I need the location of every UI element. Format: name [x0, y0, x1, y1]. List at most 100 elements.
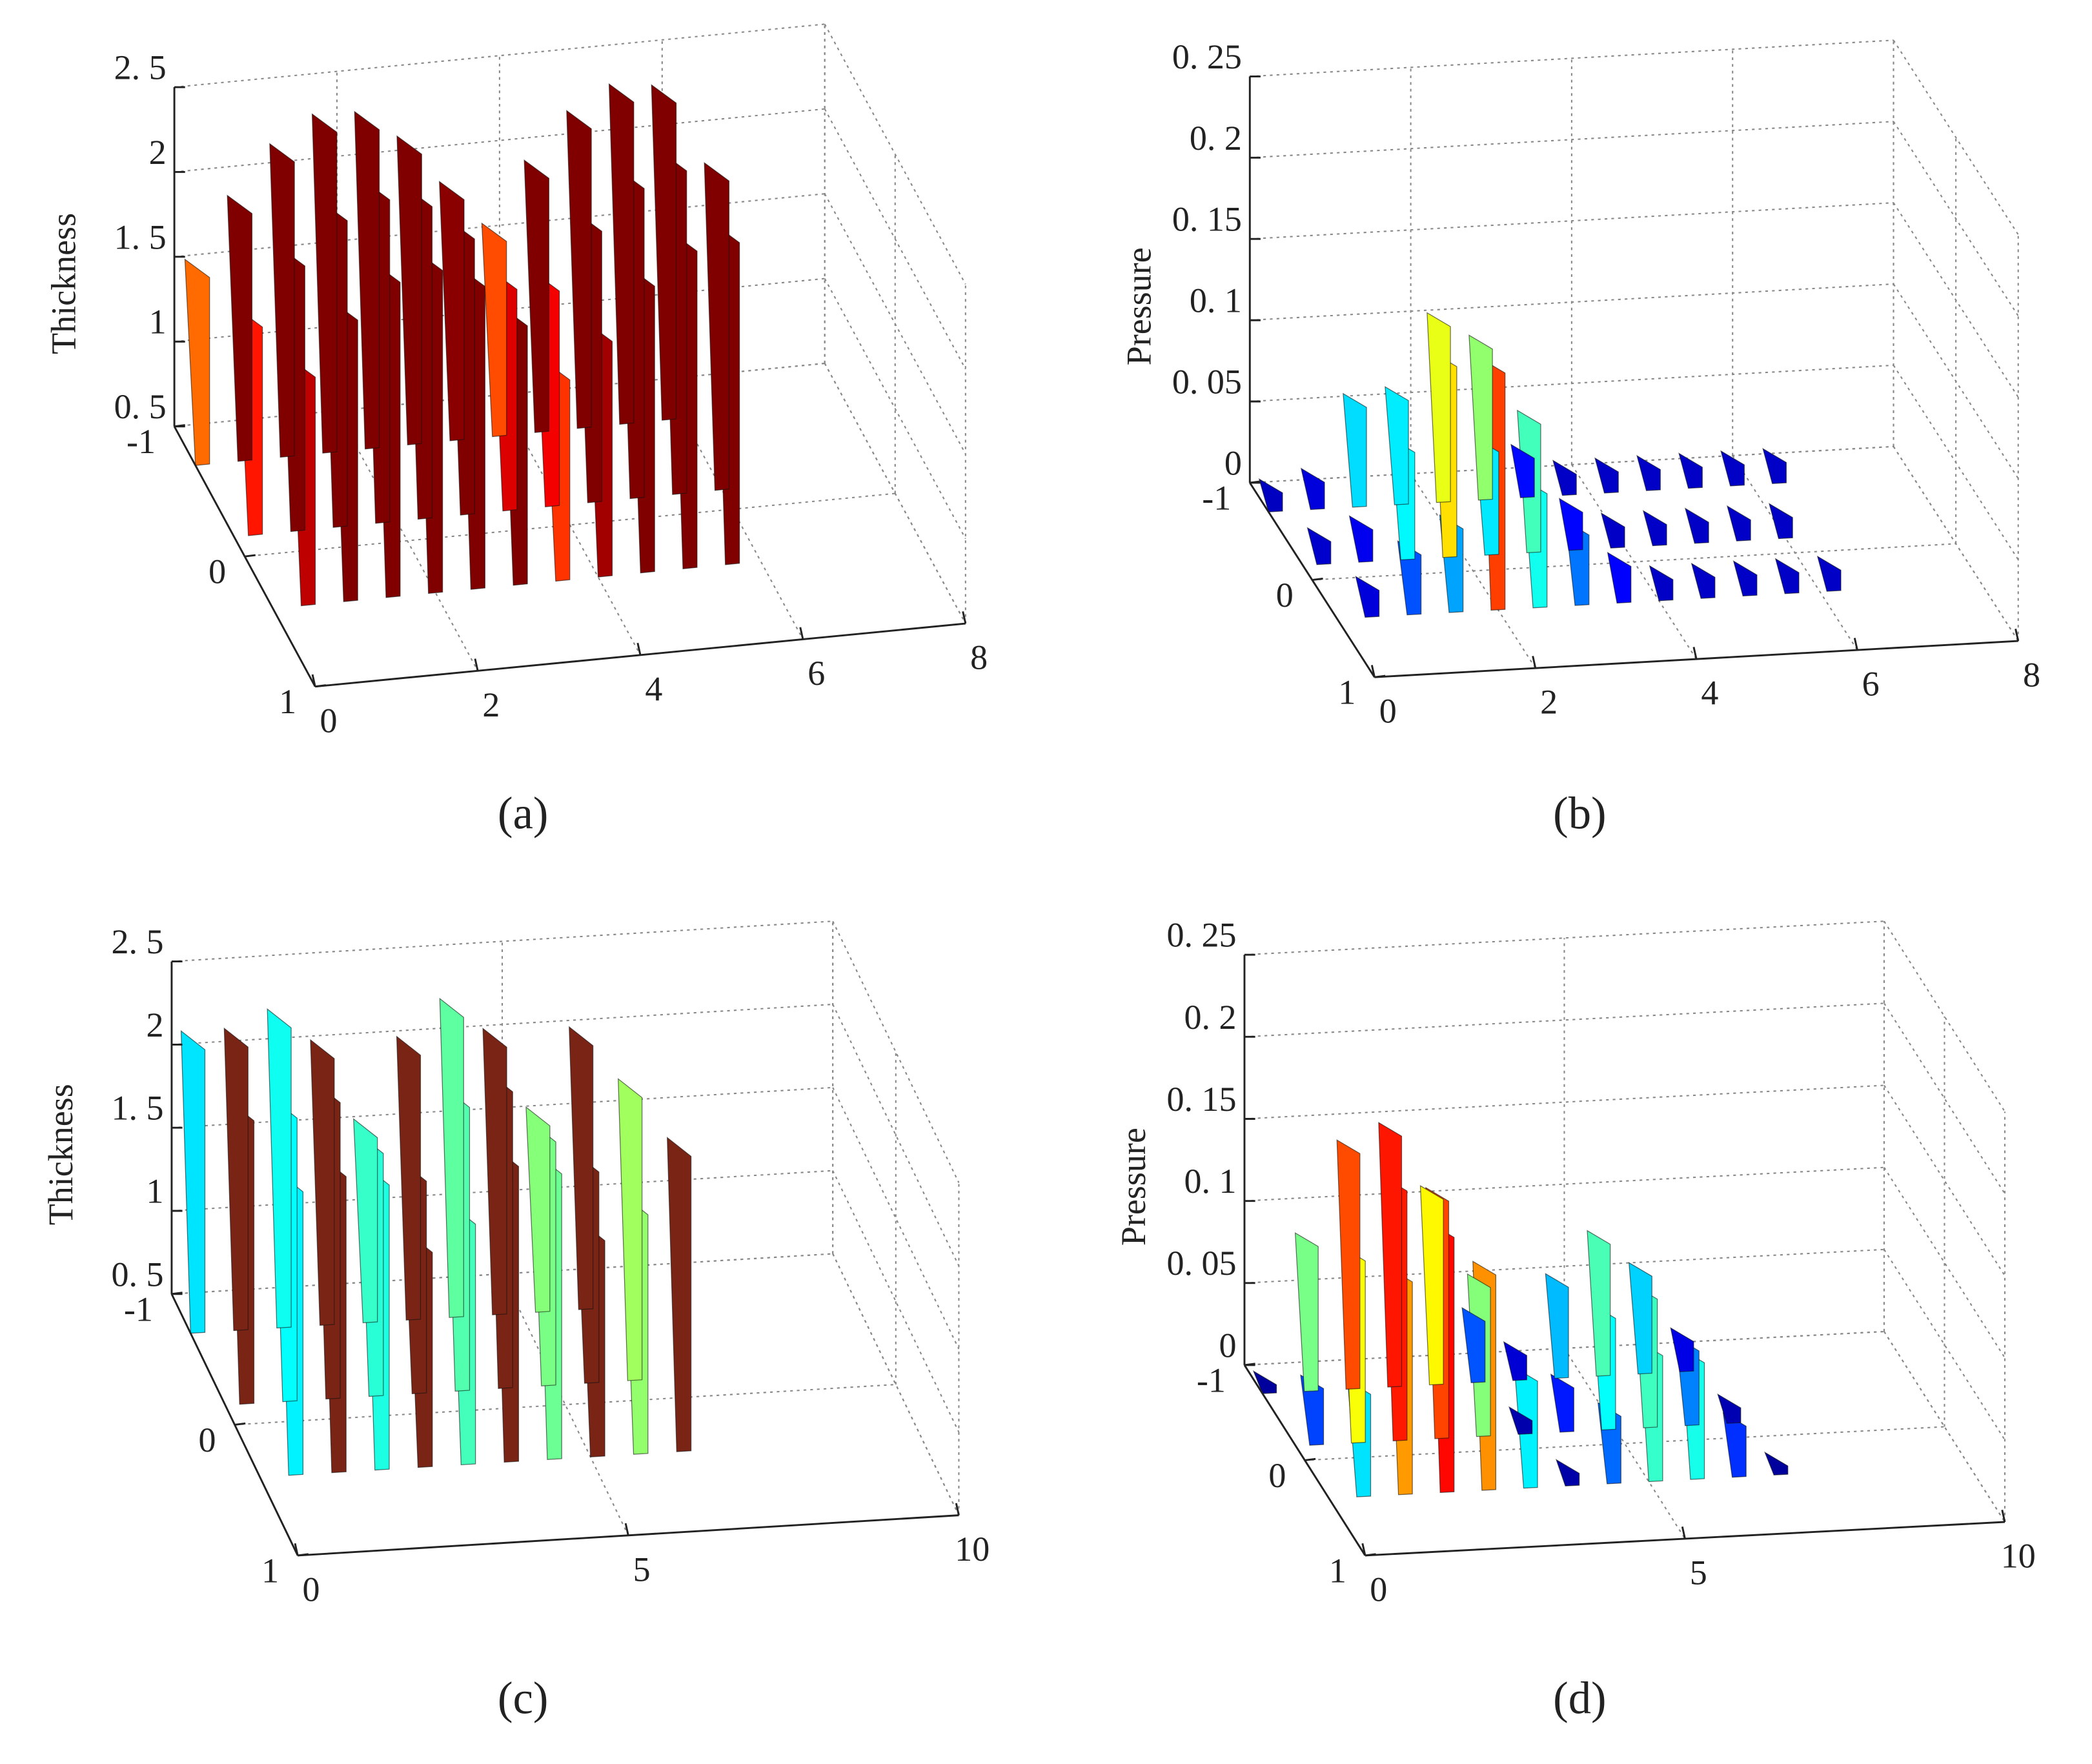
surface-strip	[1607, 551, 1632, 604]
grid-line	[1893, 202, 2019, 398]
tick-mark	[1370, 665, 1376, 678]
surface-strip	[180, 1029, 206, 1334]
x-tick-label: 2	[482, 685, 500, 724]
x-tick-label: 2	[1540, 683, 1558, 722]
x-tick-label: 10	[2001, 1537, 2036, 1576]
grid-line	[832, 1170, 960, 1433]
tick-mark	[1681, 1526, 1686, 1539]
y-tick-label: -1	[124, 1290, 153, 1328]
grid-line	[171, 920, 833, 962]
grid-line	[824, 108, 966, 370]
tick-mark	[2015, 629, 2020, 642]
surface-strip	[1510, 443, 1535, 498]
x-tick-label: 8	[2023, 656, 2040, 694]
surface-strip	[223, 1027, 249, 1332]
surface-strip	[1545, 1273, 1569, 1379]
x-tick-label: 10	[955, 1530, 990, 1568]
surface-strip	[1355, 576, 1380, 618]
surface-strip	[353, 1118, 378, 1323]
surface-strip	[1552, 460, 1577, 496]
grid-line	[1884, 1002, 2006, 1194]
grid-line	[1893, 283, 2019, 479]
tick-mark	[294, 1543, 299, 1556]
surface-strip	[1258, 478, 1283, 512]
z-tick-label: 0. 5	[114, 387, 167, 426]
x-tick-label: 4	[1701, 674, 1718, 713]
surface-strip	[667, 1137, 692, 1452]
surface-strip	[1642, 510, 1667, 547]
surface-strip	[1252, 1370, 1277, 1394]
surface-strip	[569, 1026, 594, 1310]
grid-line	[1893, 446, 2019, 642]
panel: 00. 050. 10. 150. 20. 25-101 0 5 10Pressure…	[1114, 916, 2036, 1724]
z-axis-label: Thickness	[41, 1084, 80, 1225]
z-tick-label: 1. 5	[114, 218, 167, 256]
surface-strip	[1722, 1412, 1747, 1478]
surface-strip	[651, 84, 677, 421]
tick-mark	[1853, 638, 1858, 651]
surface-strip	[1768, 503, 1793, 540]
z-tick-label: 2	[146, 1006, 163, 1044]
grid-line	[832, 1253, 960, 1516]
y-tick-label: 0	[1276, 576, 1294, 614]
surface-strip	[1558, 498, 1583, 551]
tick-mark	[624, 1523, 629, 1536]
surface-strip	[482, 1028, 507, 1315]
tick-mark	[1244, 1363, 1255, 1366]
grid-line	[1884, 920, 2006, 1112]
surface-strip	[1508, 1406, 1533, 1435]
surface-strip	[1763, 1451, 1789, 1475]
grid-line	[832, 1004, 960, 1266]
surface-strip	[396, 1035, 421, 1321]
tick-mark	[171, 1292, 183, 1295]
y-tick-label: -1	[1197, 1361, 1226, 1399]
x-tick-label: 5	[633, 1550, 651, 1588]
z-axis-label: Pressure	[1119, 247, 1158, 365]
y-tick-label: 0	[1268, 1456, 1286, 1495]
grid-line	[1893, 121, 2019, 317]
z-tick-label: 0. 25	[1172, 37, 1242, 76]
surface-strip	[1678, 452, 1703, 489]
z-tick-label: 0. 05	[1172, 362, 1242, 401]
x-tick-label: 8	[970, 638, 988, 677]
surface-strip	[439, 997, 464, 1318]
tick-mark	[2001, 1509, 2006, 1523]
z-tick-label: 0. 5	[111, 1255, 163, 1293]
panel-caption: (c)	[498, 1674, 548, 1724]
grid-line	[824, 278, 966, 540]
z-tick-label: 0. 05	[1167, 1244, 1237, 1282]
tick-mark	[1532, 656, 1537, 669]
surface-strip	[523, 159, 550, 433]
surface-strip	[439, 180, 465, 441]
z-tick-label: 0. 1	[1184, 1162, 1237, 1201]
x-tick-label: 4	[645, 669, 662, 708]
surface-strip	[1670, 1327, 1694, 1372]
grid-line	[1893, 39, 2019, 236]
tick-mark	[1250, 480, 1261, 484]
surface-strip	[608, 83, 635, 425]
panel: 00. 050. 10. 150. 20. 25-101 0 2 4 6 8Pressur…	[1119, 37, 2040, 839]
surface-strip	[267, 1008, 292, 1329]
z-tick-label: 0	[1219, 1326, 1237, 1364]
tick-mark	[962, 611, 967, 624]
z-tick-label: 0	[1224, 443, 1242, 482]
surface-strip	[1720, 450, 1745, 487]
grid-line	[832, 1087, 960, 1350]
surface-strip	[1503, 1341, 1527, 1381]
tick-mark	[1365, 1553, 1376, 1557]
grid-line	[824, 363, 966, 624]
surface-strip	[1691, 562, 1716, 599]
y-tick-label: 0	[208, 553, 226, 591]
grid-line	[1244, 1084, 1885, 1120]
surface-strip	[1294, 1232, 1319, 1392]
surface-strip	[1649, 565, 1674, 602]
surface-strip	[1306, 527, 1332, 565]
z-tick-label: 2. 5	[114, 48, 167, 87]
x-tick-label: 0	[1379, 692, 1397, 731]
grid-line	[1884, 1085, 2006, 1277]
grid-line	[1563, 1348, 1686, 1539]
z-tick-label: 1	[149, 303, 167, 341]
grid-line	[1250, 283, 1894, 321]
